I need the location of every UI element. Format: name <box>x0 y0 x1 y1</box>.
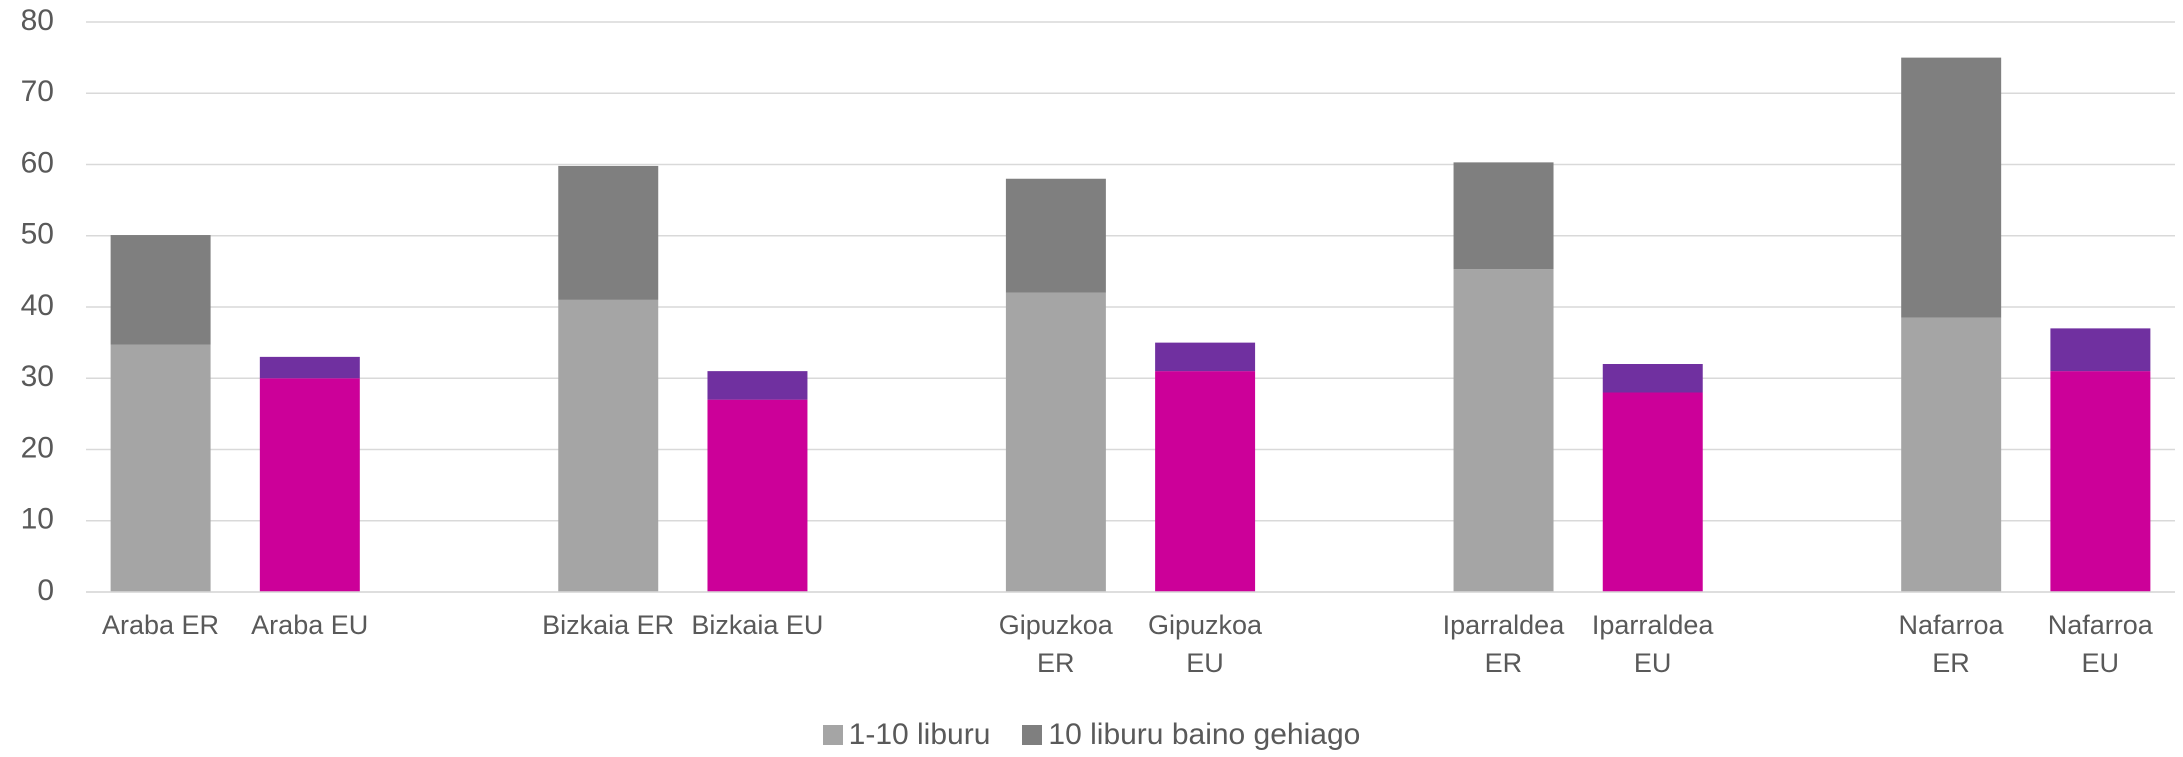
y-tick-label: 30 <box>21 360 54 393</box>
bar-segment <box>259 356 360 379</box>
bar-segment <box>558 299 659 592</box>
legend-label: 1-10 liburu <box>848 718 991 751</box>
y-tick-label: 0 <box>37 574 54 607</box>
x-tick-label: Bizkaia EU <box>691 610 824 640</box>
y-tick-label: 10 <box>21 503 54 536</box>
bar-segment <box>1453 162 1554 270</box>
x-tick-label: Gipuzkoa ER <box>998 610 1113 678</box>
x-tick-label: Bizkaia ER <box>542 610 675 640</box>
x-tick-label: Iparraldea EU <box>1591 610 1714 678</box>
x-tick-label: Araba ER <box>101 610 220 640</box>
y-tick-label: 70 <box>21 75 54 108</box>
y-tick-label: 60 <box>21 146 54 179</box>
legend-swatch <box>1022 725 1043 745</box>
legend-swatch <box>822 725 843 745</box>
bar-segment <box>259 378 360 592</box>
x-tick-label: Gipuzkoa EU <box>1147 610 1263 678</box>
legend-item: 1-10 liburu <box>822 718 991 752</box>
y-tick-label: 80 <box>21 4 54 37</box>
x-tick-label: Nafarroa ER <box>1898 610 2004 678</box>
y-tick-label: 50 <box>21 218 54 251</box>
bar-segment <box>1602 392 1703 592</box>
bar-segment <box>707 371 808 400</box>
bar-segment <box>1005 292 1106 592</box>
y-tick-label: 40 <box>21 289 54 322</box>
bar-segment <box>2050 371 2151 592</box>
bar-segment <box>1602 364 1703 393</box>
bar-segment <box>110 235 211 345</box>
x-tick-label: Nafarroa EU <box>2047 610 2153 678</box>
bar-segment <box>1005 178 1106 293</box>
bar-segment <box>2050 328 2151 372</box>
bar-segment <box>1901 57 2002 318</box>
legend-item: 10 liburu baino gehiago <box>1022 718 1360 752</box>
bar-segment <box>1155 371 1256 592</box>
bar-segment <box>1155 342 1256 372</box>
bar-segment <box>110 344 211 592</box>
bar-segment <box>1901 317 2002 592</box>
x-tick-label: Iparraldea ER <box>1442 610 1565 678</box>
bar-segment <box>558 165 659 300</box>
legend-label: 10 liburu baino gehiago <box>1048 718 1361 751</box>
bar-segment <box>1453 269 1554 592</box>
bar-segment <box>707 399 808 592</box>
y-tick-label: 20 <box>21 431 54 464</box>
legend: 1-10 liburu 10 liburu baino gehiago <box>0 718 2183 752</box>
x-tick-label: Araba EU <box>251 610 369 640</box>
plot: 0 10 20 30 40 50 60 70 80 <box>21 4 2175 607</box>
